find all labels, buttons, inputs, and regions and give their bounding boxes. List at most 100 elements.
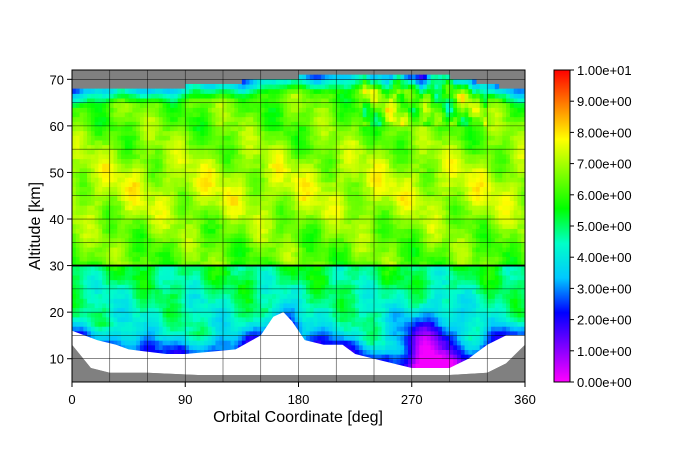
heatmap-cell <box>332 265 337 271</box>
heatmap-cell <box>117 195 122 201</box>
heatmap-cell <box>298 214 303 220</box>
heatmap-cell <box>256 200 262 206</box>
heatmap-cell <box>264 270 269 276</box>
heatmap-cell <box>306 200 311 206</box>
heatmap-cell <box>234 265 239 271</box>
heatmap-cell <box>279 88 284 94</box>
heatmap-cell <box>306 209 311 215</box>
heatmap-cell <box>343 265 349 271</box>
heatmap-cell <box>389 312 394 318</box>
heatmap-cell <box>124 265 130 271</box>
heatmap-cell <box>343 172 349 178</box>
heatmap-cell <box>358 172 364 178</box>
heatmap-cell <box>245 223 251 229</box>
heatmap-cell <box>192 111 198 118</box>
heatmap-cell <box>181 326 186 332</box>
heatmap-cell <box>147 209 152 215</box>
heatmap-cell <box>245 200 251 206</box>
heatmap-cell <box>302 330 307 337</box>
heatmap-cell <box>389 214 394 220</box>
heatmap-cell <box>219 242 224 248</box>
heatmap-cell <box>309 177 315 183</box>
heatmap-cell <box>253 246 258 253</box>
heatmap-cell <box>211 270 217 276</box>
heatmap-cell <box>238 181 243 188</box>
heatmap-cell <box>298 83 303 90</box>
heatmap-cell <box>177 270 183 276</box>
heatmap-cell <box>287 288 292 295</box>
heatmap-cell <box>226 139 232 146</box>
heatmap-cell <box>124 186 130 192</box>
heatmap-cell <box>381 246 386 253</box>
heatmap-cell <box>374 298 379 304</box>
heatmap-cell <box>181 321 186 327</box>
heatmap-cell <box>90 246 96 253</box>
heatmap-cell <box>294 135 300 141</box>
heatmap-cell <box>313 298 318 304</box>
heatmap-cell <box>113 125 118 132</box>
heatmap-cell <box>374 288 379 295</box>
heatmap-cell <box>313 149 318 155</box>
heatmap-cell <box>189 316 194 323</box>
heatmap-cell <box>192 223 198 229</box>
heatmap-cell <box>347 237 352 243</box>
heatmap-cell <box>132 228 137 234</box>
heatmap-cell <box>241 288 247 295</box>
heatmap-cell <box>317 335 322 341</box>
heatmap-cell <box>358 321 364 327</box>
heatmap-cell <box>381 274 386 281</box>
heatmap-cell <box>260 111 266 118</box>
heatmap-cell <box>389 284 394 290</box>
heatmap-cell <box>72 149 77 155</box>
heatmap-cell <box>87 326 92 332</box>
heatmap-cell <box>223 340 228 346</box>
heatmap-cell <box>155 135 160 141</box>
heatmap-cell <box>173 279 179 285</box>
heatmap-cell <box>260 312 266 318</box>
heatmap-cell <box>253 223 258 229</box>
heatmap-cell <box>317 181 322 188</box>
heatmap-cell <box>109 158 115 164</box>
heatmap-cell <box>328 149 334 155</box>
heatmap-cell <box>283 256 288 262</box>
heatmap-cell <box>245 298 251 304</box>
heatmap-cell <box>139 307 145 313</box>
heatmap-cell <box>192 135 198 141</box>
heatmap-cell <box>226 153 232 160</box>
heatmap-cell <box>324 79 330 85</box>
heatmap-cell <box>340 116 345 122</box>
heatmap-cell <box>185 83 190 90</box>
heatmap-cell <box>302 270 307 276</box>
heatmap-cell <box>105 232 111 239</box>
heatmap-cell <box>79 93 84 99</box>
heatmap-cell <box>83 191 88 197</box>
heatmap-cell <box>230 232 235 239</box>
heatmap-cell <box>113 111 118 118</box>
heatmap-cell <box>392 237 398 243</box>
heatmap-cell <box>109 265 115 271</box>
heatmap-cell <box>396 246 402 253</box>
heatmap-cell <box>260 181 266 188</box>
heatmap-cell <box>381 307 386 313</box>
heatmap-cell <box>264 97 269 104</box>
heatmap-cell <box>294 181 300 188</box>
heatmap-cell <box>121 232 126 239</box>
heatmap-cell <box>207 186 213 192</box>
heatmap-cell <box>132 321 137 327</box>
heatmap-cell <box>185 302 190 309</box>
heatmap-cell <box>313 158 318 164</box>
heatmap-cell <box>358 181 364 188</box>
heatmap-cell <box>351 97 356 104</box>
heatmap-cell <box>298 107 303 113</box>
heatmap-cell <box>381 242 386 248</box>
heatmap-cell <box>155 307 160 313</box>
heatmap-cell <box>128 330 134 337</box>
heatmap-cell <box>151 232 156 239</box>
heatmap-cell <box>87 139 92 146</box>
heatmap-cell <box>139 102 145 108</box>
heatmap-cell <box>381 340 386 346</box>
heatmap-cell <box>196 181 201 188</box>
heatmap-cell <box>290 111 296 118</box>
heatmap-cell <box>241 79 247 85</box>
heatmap-cell <box>196 93 201 99</box>
